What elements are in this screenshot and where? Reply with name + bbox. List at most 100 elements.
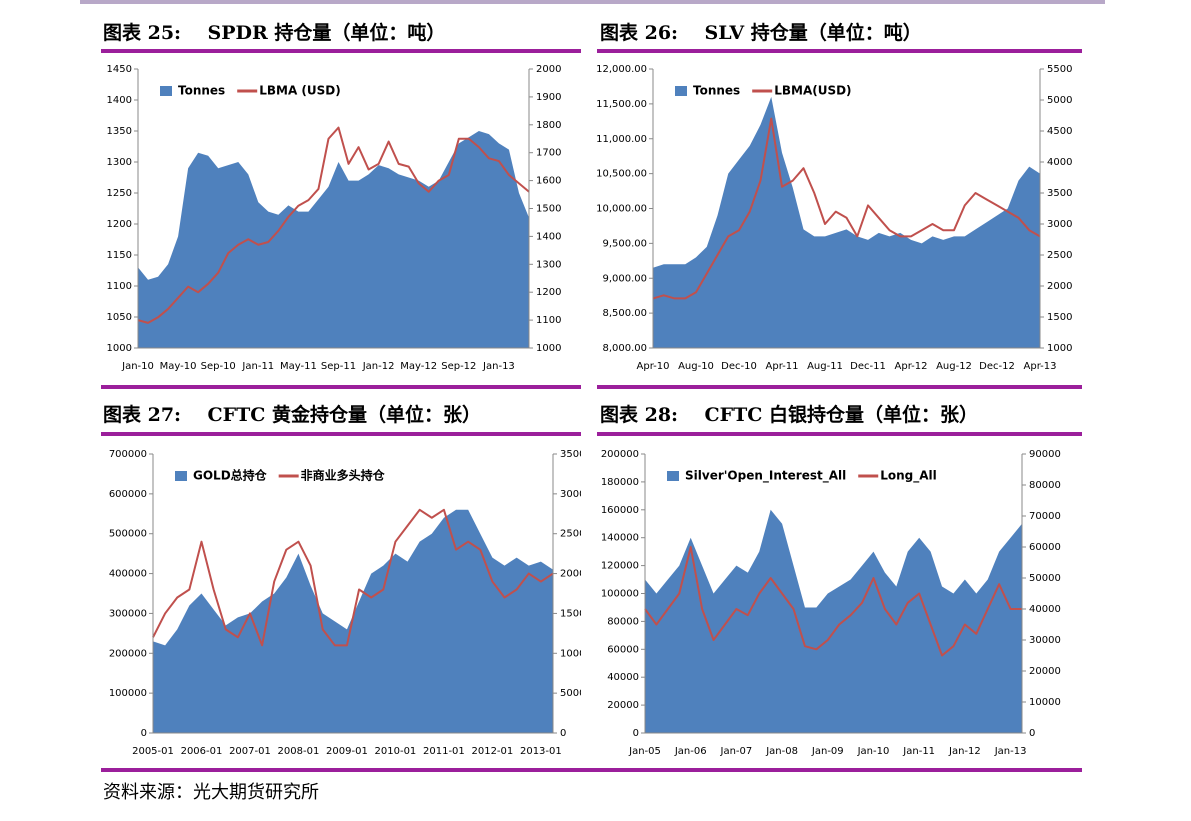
rule — [101, 49, 581, 53]
y2-tick-label: 80000 — [1029, 480, 1061, 491]
x-tick-label: 2005-01 — [132, 746, 174, 757]
x-tick-label: Apr-10 — [637, 361, 670, 372]
chart: 8,000.00 8,500.00 9,000.00 9,500.00 10,000.0… — [597, 55, 1082, 380]
rule — [597, 49, 1082, 53]
x-tick-label: 2006-01 — [181, 746, 223, 757]
y-tick-label: 1200 — [107, 219, 132, 230]
y-tick-label: 40000 — [607, 672, 639, 683]
x-tick-label: Jan-12 — [948, 746, 981, 757]
x-tick-label: Sep-10 — [201, 361, 236, 372]
legend-label: Tonnes — [178, 84, 225, 98]
chart-title: 图表 27: CFTC 黄金持仓量（单位：张） — [103, 404, 482, 426]
legend-label: GOLD总持仓 — [193, 468, 268, 483]
y-tick-label: 11,000.00 — [597, 134, 647, 145]
y2-tick-label: 2000 — [536, 64, 561, 75]
line — [644, 546, 1022, 657]
y-tick-label: 200000 — [109, 648, 147, 659]
y-tick-label: 8,000.00 — [602, 343, 647, 354]
y2-tick-label: 5000 — [1047, 95, 1072, 106]
y2-tick-label: 3000 — [1047, 219, 1072, 230]
y2-tick-label: 50000 — [560, 688, 581, 699]
x-tick-label: Aug-12 — [936, 361, 972, 372]
legend-label: LBMA(USD) — [774, 84, 851, 98]
y-tick-label: 160000 — [601, 505, 639, 516]
x-tick-label: Dec-11 — [850, 361, 886, 372]
chart-title: 图表 25: SPDR 持仓量（单位：吨） — [103, 22, 446, 44]
y2-tick-label: 1500 — [1047, 312, 1072, 323]
x-tick-label: Jan-13 — [482, 361, 515, 372]
x-tick-label: Apr-12 — [895, 361, 928, 372]
y2-tick-label: 5500 — [1047, 64, 1072, 75]
y-tick-label: 200000 — [601, 449, 639, 460]
x-tick-label: Jan-13 — [994, 746, 1027, 757]
y-tick-label: 60000 — [607, 644, 639, 655]
x-tick-label: Apr-11 — [766, 361, 799, 372]
y-tick-label: 1050 — [107, 312, 132, 323]
y2-tick-label: 200000 — [560, 569, 581, 580]
legend-swatch — [160, 86, 172, 96]
y2-tick-label: 1400 — [536, 231, 561, 242]
y-tick-label: 9,000.00 — [602, 273, 647, 284]
y-tick-label: 8,500.00 — [602, 308, 647, 319]
y2-tick-label: 1500 — [536, 204, 561, 215]
legend-label: LBMA (USD) — [259, 84, 341, 98]
y-tick-label: 11,500.00 — [597, 99, 647, 110]
line — [152, 508, 554, 647]
area — [138, 131, 529, 348]
y-tick-label: 400000 — [109, 569, 147, 580]
y-tick-label: 500000 — [109, 529, 147, 540]
source-note: 资料来源：光大期货研究所 — [103, 782, 319, 803]
x-tick-label: 2013-01 — [520, 746, 562, 757]
chart-title: 图表 28: CFTC 白银持仓量（单位：张） — [600, 404, 979, 426]
y2-tick-label: 350000 — [560, 449, 581, 460]
y2-tick-label: 90000 — [1029, 449, 1061, 460]
legend-label: 非商业多头持仓 — [301, 468, 386, 483]
y2-tick-label: 1000 — [1047, 343, 1072, 354]
x-tick-label: Apr-13 — [1024, 361, 1057, 372]
y2-tick-label: 50000 — [1029, 573, 1061, 584]
y-tick-label: 10,000.00 — [597, 204, 647, 215]
y-tick-label: 1250 — [107, 188, 132, 199]
y-tick-label: 10,500.00 — [597, 169, 647, 180]
y-tick-label: 180000 — [601, 477, 639, 488]
y2-tick-label: 1900 — [536, 92, 561, 103]
area — [645, 509, 1022, 733]
y2-tick-label: 1000 — [536, 343, 561, 354]
x-tick-label: Sep-11 — [321, 361, 356, 372]
y-tick-label: 1350 — [107, 126, 132, 137]
x-tick-label: Jan-06 — [674, 746, 707, 757]
x-tick-label: 2011-01 — [423, 746, 465, 757]
x-tick-label: Jan-09 — [811, 746, 844, 757]
x-tick-label: Jan-07 — [720, 746, 753, 757]
rule — [101, 385, 581, 389]
x-tick-label: Aug-11 — [807, 361, 843, 372]
y-tick-label: 1400 — [107, 95, 132, 106]
y-tick-label: 1100 — [107, 281, 132, 292]
y2-tick-label: 0 — [1029, 728, 1035, 739]
y-tick-label: 700000 — [109, 449, 147, 460]
line — [652, 117, 1041, 300]
chart: 0200004000060000800001000001200001400001… — [597, 440, 1082, 765]
x-tick-label: May-11 — [280, 361, 317, 372]
chart: 0100000200000300000400000500000600000700… — [101, 440, 581, 765]
x-tick-label: Dec-10 — [721, 361, 757, 372]
chart-title: 图表 26: SLV 持仓量（单位：吨） — [600, 22, 922, 44]
y-tick-label: 0 — [141, 728, 147, 739]
x-tick-label: Aug-10 — [678, 361, 714, 372]
x-tick-label: Jan-05 — [628, 746, 661, 757]
x-tick-label: Jan-11 — [241, 361, 274, 372]
y2-tick-label: 60000 — [1029, 542, 1061, 553]
rule — [101, 432, 581, 436]
x-tick-label: May-12 — [400, 361, 437, 372]
y2-tick-label: 3500 — [1047, 188, 1072, 199]
y-tick-label: 12,000.00 — [597, 64, 647, 75]
x-tick-label: Dec-12 — [979, 361, 1015, 372]
x-tick-label: Jan-12 — [362, 361, 395, 372]
x-tick-label: Jan-11 — [902, 746, 935, 757]
legend-swatch — [675, 86, 687, 96]
x-tick-label: Jan-10 — [857, 746, 890, 757]
x-tick-label: Sep-12 — [441, 361, 476, 372]
y-tick-label: 9,500.00 — [602, 238, 647, 249]
y2-tick-label: 1100 — [536, 315, 561, 326]
